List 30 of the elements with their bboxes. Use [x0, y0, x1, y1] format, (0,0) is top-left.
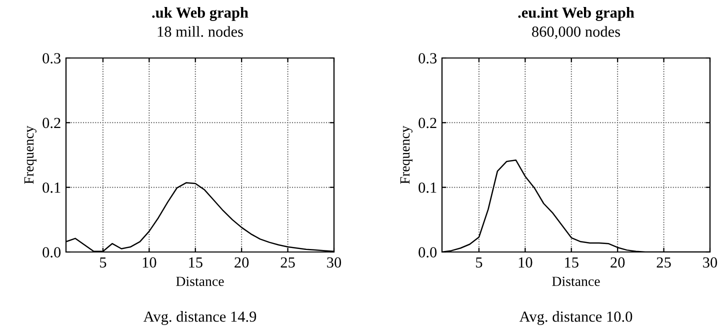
x-tick-label: 25	[656, 257, 671, 268]
x-axis-title: Distance	[176, 276, 224, 286]
x-tick-label: 10	[142, 257, 156, 268]
y-tick-label: 0.3	[418, 53, 437, 64]
chart-subtitle: 18 mill. nodes	[158, 26, 243, 37]
x-axis-title: Distance	[552, 276, 600, 286]
y-tick-label: 0.2	[42, 118, 60, 128]
x-tick-label: 20	[610, 257, 625, 268]
y-tick-label: 0.1	[42, 182, 60, 193]
y-tick-label: 0.1	[418, 182, 436, 193]
y-tick-label: 0.0	[418, 247, 437, 258]
x-tick-label: 25	[280, 257, 295, 268]
x-tick-label: 15	[189, 257, 202, 268]
y-tick-label: 0.2	[418, 118, 436, 128]
chart-title: .eu.int Web graph	[518, 7, 634, 21]
x-tick-label: 10	[518, 257, 532, 268]
x-tick-label: 5	[476, 257, 482, 268]
x-tick-label: 30	[327, 257, 342, 268]
x-tick-label: 20	[234, 257, 249, 268]
y-tick-label: 0.3	[42, 53, 61, 64]
y-axis-title: Frequency	[24, 126, 36, 184]
chart-subtitle: 860,000 nodes	[532, 26, 620, 40]
y-tick-label: 0.0	[42, 247, 61, 258]
x-tick-label: 15	[565, 257, 578, 268]
text: Avg. distance 14.9	[143, 311, 256, 325]
x-tick-label: 30	[703, 257, 718, 268]
text: Avg. distance 10.0	[519, 311, 632, 325]
x-tick-label: 5	[100, 257, 106, 268]
y-axis-title: Frequency	[400, 126, 412, 184]
chart-title: .uk Web graph	[152, 7, 248, 21]
